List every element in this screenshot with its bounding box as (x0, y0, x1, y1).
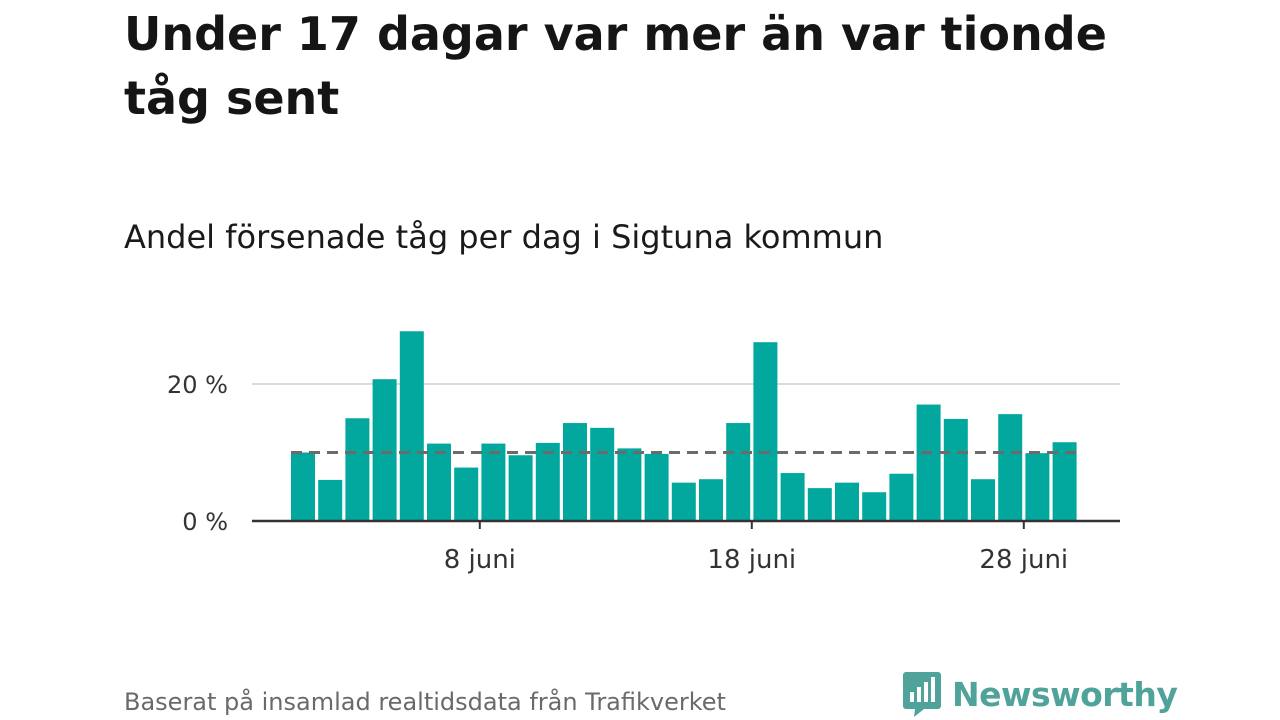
bar (590, 427, 615, 521)
bar (998, 414, 1023, 521)
bar (726, 423, 751, 521)
bar (427, 443, 451, 521)
bar (644, 453, 669, 521)
bar (889, 473, 914, 521)
bar (916, 404, 941, 521)
y-tick-label: 0 % (182, 508, 228, 536)
bar (753, 342, 778, 521)
bar (780, 473, 805, 521)
x-tick-label: 8 juni (444, 545, 516, 575)
x-tick-label: 18 juni (707, 545, 796, 575)
bar (318, 479, 343, 521)
bar (481, 443, 506, 521)
bar (291, 452, 315, 521)
chart-subtitle: Andel försenade tåg per dag i Sigtuna ko… (124, 218, 884, 256)
bar (971, 479, 995, 521)
axes: 8 juni 18 juni 28 juni (252, 519, 1120, 575)
source-note: Baserat på insamlad realtidsdata från Tr… (124, 688, 726, 716)
bar (535, 442, 560, 521)
bar (943, 418, 968, 521)
bar (671, 482, 696, 521)
grid-lines: 0 % 20 % (167, 371, 1120, 536)
bar (617, 448, 642, 521)
brand-logo: Newsworthy (902, 670, 1178, 718)
y-tick-label: 20 % (167, 371, 228, 399)
bar (454, 467, 479, 521)
bar (1052, 442, 1077, 521)
bar (699, 479, 723, 521)
bar (1025, 453, 1050, 521)
x-tick-label: 28 juni (979, 545, 1068, 575)
bar (563, 423, 587, 521)
bar (345, 418, 370, 521)
newsworthy-logo-icon (903, 672, 941, 717)
brand-name: Newsworthy (952, 674, 1178, 714)
bar (508, 455, 533, 521)
bar (399, 331, 424, 521)
bars (291, 331, 1077, 521)
bar (835, 482, 859, 521)
chart-title: Under 17 dagar var mer än var tionde tåg… (124, 7, 1107, 125)
bar (862, 492, 887, 521)
bar (372, 379, 397, 521)
bar (807, 488, 832, 521)
